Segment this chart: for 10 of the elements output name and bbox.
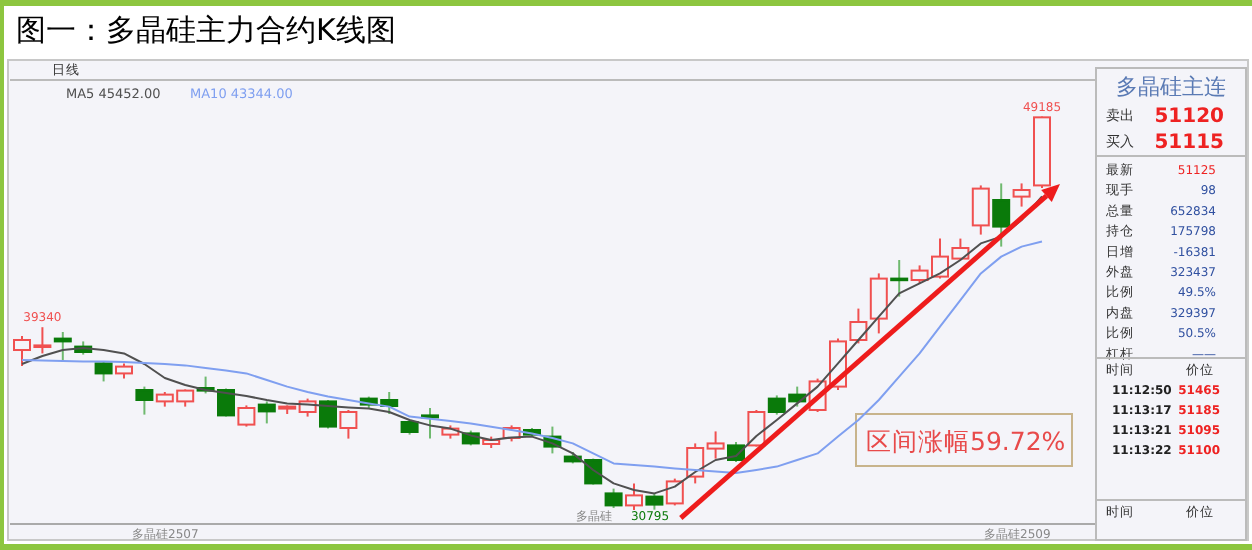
candlestick [257, 400, 276, 425]
candlestick [1012, 182, 1031, 208]
text: 51115 [1154, 132, 1225, 154]
candlestick [971, 184, 990, 236]
annotation: 区间涨幅59.72% [866, 426, 1066, 456]
chart-title: 图一：多晶硅主力合约K线图 [16, 12, 396, 48]
text: 多晶硅主连 [1116, 74, 1226, 100]
candlestick [115, 362, 133, 380]
candlestick [992, 182, 1011, 248]
text: 51120 [1154, 106, 1225, 128]
